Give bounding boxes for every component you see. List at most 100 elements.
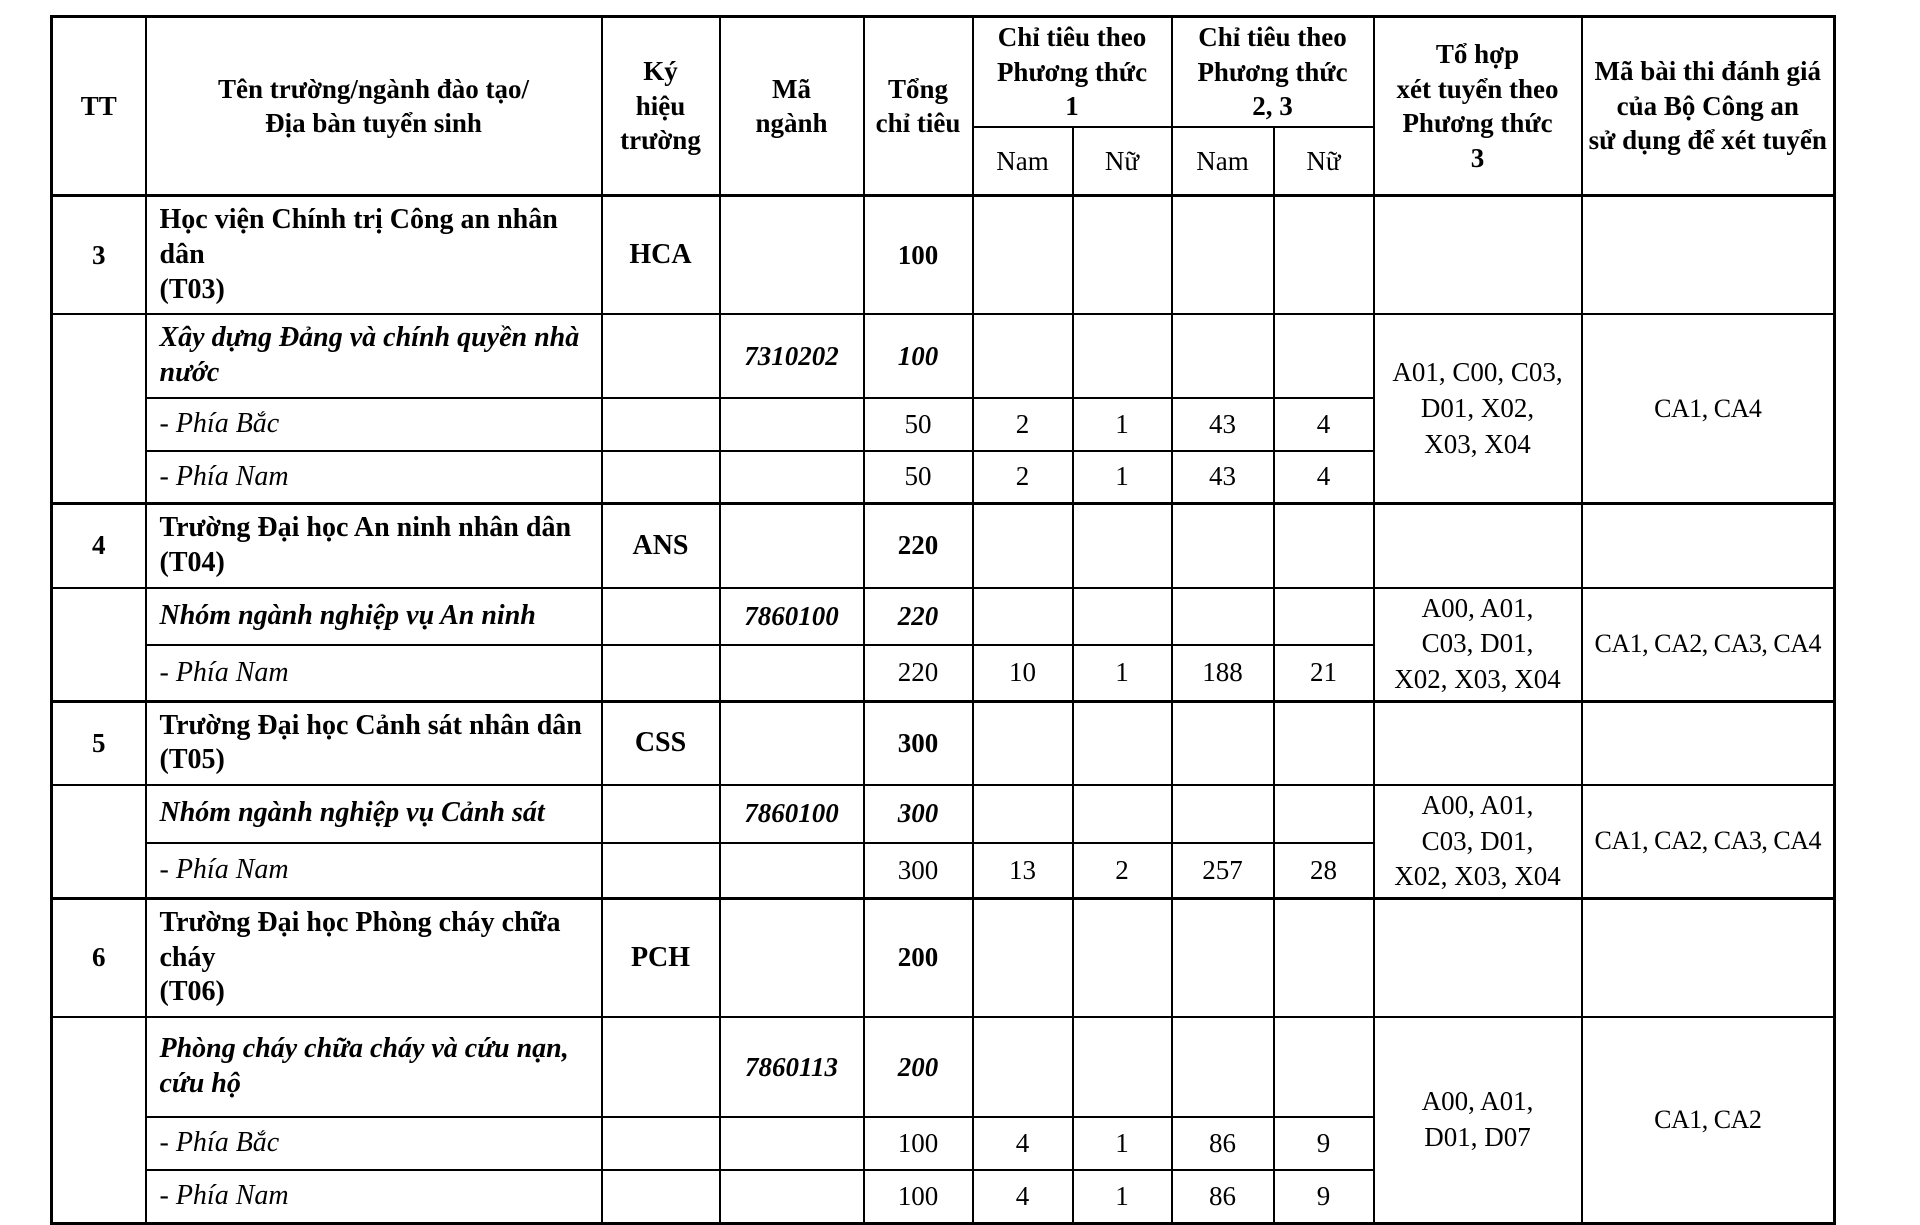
region-row: - Phía Bắc 50 2 1 43 4 <box>52 396 1835 452</box>
school-code-cell: CSS <box>600 699 721 786</box>
school-code-cell <box>600 449 721 505</box>
major-row: Nhóm ngành nghiệp vụ Cảnh sát 7860100 300 A… <box>50 783 1836 900</box>
region-row: - Phía Nam 50 2 1 43 4 <box>52 449 1835 505</box>
school-name-cell: Trường Đại học Cảnh sát nhân dân (T05) <box>144 699 603 786</box>
m1-nu-cell <box>1071 896 1173 1019</box>
exam-cell <box>1580 502 1836 589</box>
m23-nu-cell <box>1272 313 1375 399</box>
name-cell: Xây dựng Đảng và chính quyền nhà nước <box>144 313 603 399</box>
major-code-cell: 7310202 <box>718 313 865 399</box>
tt-cell: 3 <box>50 194 147 316</box>
m1-nu-cell <box>1071 586 1173 647</box>
m23-nu-cell: 28 <box>1272 841 1375 900</box>
total-cell: 300 <box>862 699 974 786</box>
m1-nam-cell <box>971 194 1074 316</box>
exam-cell: CA1, CA4 <box>1580 313 1836 505</box>
m23-nam-cell: 257 <box>1170 841 1275 900</box>
major-code-cell: 7860100 <box>718 783 865 844</box>
school-code-cell <box>600 396 721 452</box>
school-row: 5 Trường Đại học Cảnh sát nhân dân (T05) C… <box>50 699 1836 786</box>
total-cell: 220 <box>862 502 974 589</box>
tt-cell <box>50 783 147 900</box>
header-total: Tổng chỉ tiêu <box>862 15 974 197</box>
school-code-cell: HCA <box>600 194 721 316</box>
m1-nam-cell <box>971 896 1074 1019</box>
document-sheet: TT Tên trường/ngành đào tạo/ Địa bàn tuy… <box>50 15 1836 1225</box>
m23-nam-cell: 86 <box>1170 1169 1275 1225</box>
m23-nu-cell <box>1272 1016 1375 1119</box>
name-cell: - Phía Bắc <box>144 1116 603 1172</box>
school-code-cell <box>600 783 721 844</box>
total-cell: 100 <box>862 1169 974 1225</box>
m1-nu-cell: 1 <box>1071 1116 1173 1172</box>
m1-nam-cell: 4 <box>971 1169 1074 1225</box>
exam-cell: CA1, CA2, CA3, CA4 <box>1580 783 1836 900</box>
m23-nu-cell: 9 <box>1272 1169 1375 1225</box>
m1-nam-cell <box>971 783 1074 844</box>
major-code-cell <box>718 194 865 316</box>
m1-nam-cell <box>971 699 1074 786</box>
tt-cell: 4 <box>50 502 147 589</box>
major-code-cell <box>718 644 865 703</box>
major-row: Nhóm ngành nghiệp vụ An ninh 7860100 220 A0… <box>50 586 1836 703</box>
combo-cell: A01, C00, C03, D01, X02, X03, X04 <box>1372 313 1583 505</box>
m23-nam-cell: 188 <box>1170 644 1275 703</box>
m1-nam-cell: 10 <box>971 644 1074 703</box>
m23-nu-cell <box>1272 699 1375 786</box>
combo-cell: A00, A01, C03, D01, X02, X03, X04 <box>1372 586 1583 703</box>
combo-cell <box>1372 699 1583 786</box>
total-cell: 100 <box>862 313 974 399</box>
name-cell: - Phía Nam <box>144 841 603 900</box>
school-code-cell <box>600 313 721 399</box>
m1-nu-cell <box>1071 1016 1173 1119</box>
name-cell: Phòng cháy chữa cháy và cứu nạn, cứu hộ <box>144 1016 603 1119</box>
school-row: 3 Học viện Chính trị Công an nhân dân (T0… <box>50 194 1836 316</box>
name-cell: - Phía Nam <box>144 1169 603 1225</box>
m1-nu-cell <box>1071 502 1173 589</box>
major-code-cell <box>718 1169 865 1225</box>
school-name-cell: Trường Đại học Phòng cháy chữa cháy (T06… <box>144 896 603 1019</box>
header-m1-male: Nam <box>971 125 1074 197</box>
m1-nam-cell: 13 <box>971 841 1074 900</box>
m1-nam-cell: 2 <box>971 396 1074 452</box>
exam-cell: CA1, CA2 <box>1580 1016 1836 1225</box>
m23-nu-cell: 9 <box>1272 1116 1375 1172</box>
m1-nam-cell <box>971 502 1074 589</box>
table-body: 3 Học viện Chính trị Công an nhân dân (T0… <box>50 194 1836 1225</box>
m23-nu-cell: 21 <box>1272 644 1375 703</box>
m23-nam-cell <box>1170 1016 1275 1119</box>
exam-cell: CA1, CA2, CA3, CA4 <box>1580 586 1836 703</box>
major-row: Xây dựng Đảng và chính quyền nhà nước 731… <box>50 313 1836 505</box>
table-header: TT Tên trường/ngành đào tạo/ Địa bàn tuy… <box>50 15 1836 197</box>
tt-cell: 6 <box>50 896 147 1019</box>
header-combo: Tổ hợp xét tuyển theo Phương thức 3 <box>1372 15 1583 197</box>
header-m1-female: Nữ <box>1071 125 1173 197</box>
header-tt: TT <box>50 15 147 197</box>
m1-nam-cell: 2 <box>971 449 1074 505</box>
exam-cell <box>1580 699 1836 786</box>
m23-nam-cell <box>1170 783 1275 844</box>
m23-nam-cell <box>1170 896 1275 1019</box>
region-row: - Phía Nam 220 10 1 188 21 <box>52 644 1835 703</box>
total-cell: 200 <box>862 1016 974 1119</box>
header-method-23: Chỉ tiêu theo Phương thức 2, 3 <box>1170 15 1375 128</box>
name-cell: Nhóm ngành nghiệp vụ Cảnh sát <box>144 783 603 844</box>
school-code-cell <box>600 644 721 703</box>
total-cell: 100 <box>862 1116 974 1172</box>
header-school-code: Ký hiệu trường <box>600 15 721 197</box>
school-code-cell: ANS <box>600 502 721 589</box>
page: { "page": { "background": "#ffffff", "te… <box>50 15 1836 1225</box>
school-code-cell <box>600 586 721 647</box>
m1-nu-cell <box>1071 313 1173 399</box>
m23-nam-cell <box>1170 194 1275 316</box>
exam-cell <box>1580 194 1836 316</box>
tt-cell <box>50 313 147 505</box>
m1-nu-cell: 1 <box>1071 449 1173 505</box>
m1-nu-cell <box>1071 783 1173 844</box>
school-code-cell <box>600 1016 721 1119</box>
school-name-cell: Trường Đại học An ninh nhân dân (T04) <box>144 502 603 589</box>
total-cell: 50 <box>862 396 974 452</box>
school-row: 4 Trường Đại học An ninh nhân dân (T04) AN… <box>50 502 1836 589</box>
school-code-cell <box>600 841 721 900</box>
m1-nam-cell <box>971 586 1074 647</box>
